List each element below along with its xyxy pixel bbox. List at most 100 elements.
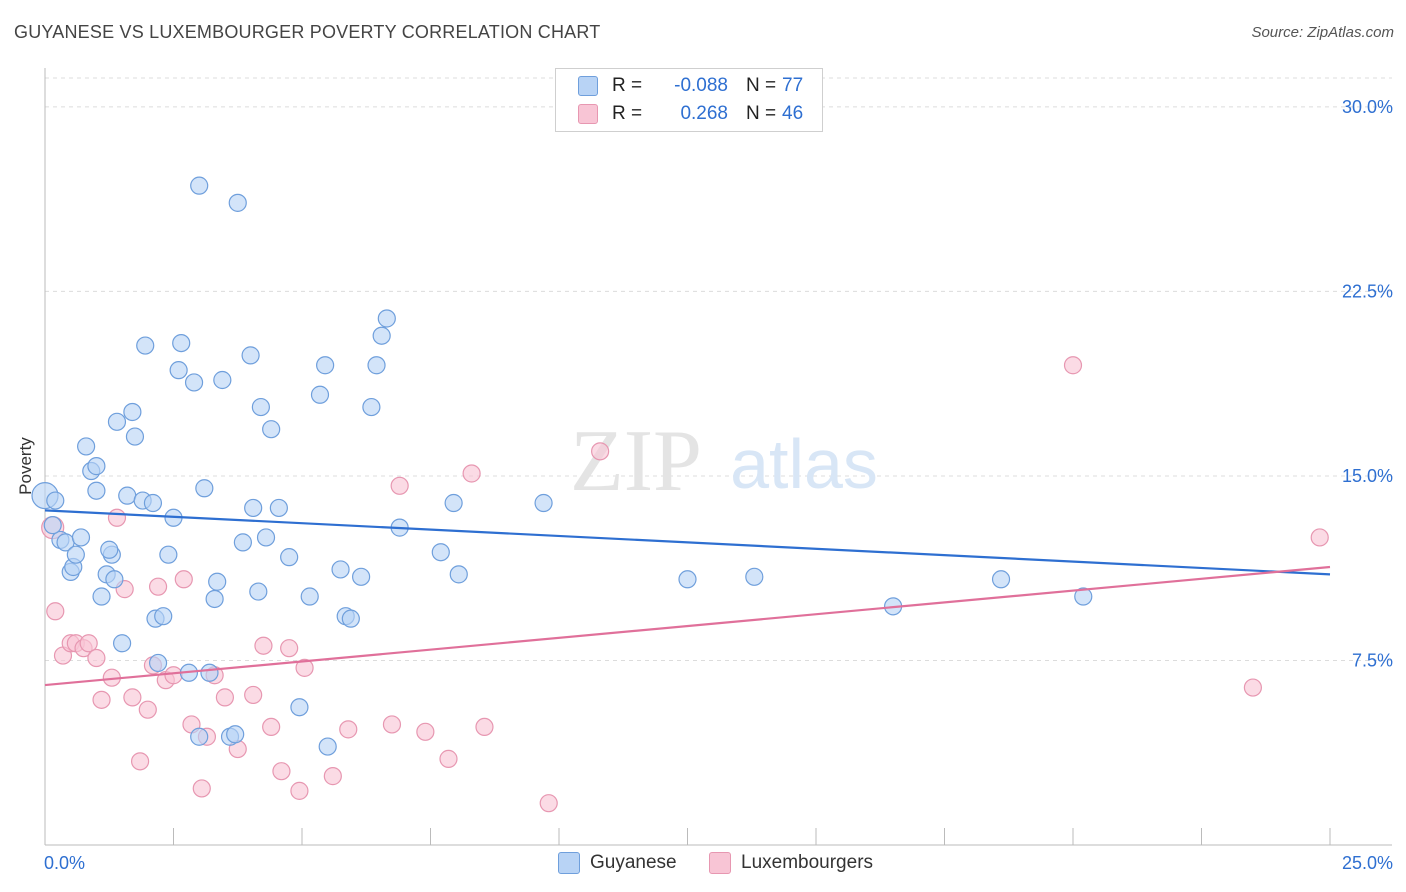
bottom-legend-swatch-blue — [558, 852, 580, 874]
bottom-legend-label: Guyanese — [590, 852, 677, 873]
luxembourgers-point — [591, 442, 610, 461]
y-tick-label: 22.5% — [1342, 281, 1393, 301]
x-tick-label: 0.0% — [44, 853, 85, 873]
bottom-legend-guyanese: Guyanese — [558, 852, 677, 874]
guyanese-point — [213, 370, 232, 390]
legend-r-label: R = — [612, 103, 643, 124]
guyanese-point — [208, 572, 227, 591]
luxembourgers-point — [174, 570, 193, 589]
tick-labels: 7.5% 15.0% 22.5% 30.0% 0.0% 25.0% — [44, 97, 1393, 873]
guyanese-point — [233, 533, 252, 552]
guyanese-point — [256, 528, 276, 547]
guyanese-point — [341, 609, 360, 628]
legend-n-value: 77 — [782, 75, 804, 96]
guyanese-point — [112, 634, 132, 653]
guyanese-point — [159, 545, 178, 564]
luxembourgers-point — [192, 779, 211, 798]
watermark: ZIP atlas — [570, 413, 878, 510]
y-tick-label: 15.0% — [1342, 466, 1393, 486]
guyanese-point — [190, 727, 209, 746]
guyanese-point — [77, 437, 96, 456]
chart-title: GUYANESE VS LUXEMBOURGER POVERTY CORRELA… — [14, 22, 601, 42]
guyanese-point — [316, 356, 335, 375]
luxembourgers-point — [280, 639, 299, 658]
luxembourgers-point — [107, 508, 127, 527]
legend: R = -0.088 N = 77 R = 0.268 N = 46 — [555, 68, 823, 132]
luxembourgers-point — [290, 781, 309, 800]
luxembourgers-trend-line — [44, 565, 1331, 687]
legend-swatch-blue — [578, 76, 598, 96]
guyanese-point — [249, 582, 268, 601]
luxembourgers-point — [439, 749, 458, 768]
guyanese-trend-line — [44, 509, 1331, 576]
luxembourgers-point — [254, 636, 273, 655]
guyanese-point — [244, 498, 263, 518]
legend-row-guyanese: R = -0.088 N = 77 — [578, 74, 803, 98]
luxembourgers-point — [215, 688, 234, 707]
guyanese-point — [92, 587, 111, 606]
guyanese-point — [105, 570, 124, 589]
luxembourgers-point — [475, 717, 494, 737]
luxembourgers-point — [262, 717, 281, 737]
luxembourgers-point — [87, 648, 106, 668]
guyanese-point — [154, 607, 173, 626]
guyanese-point — [362, 397, 381, 417]
guyanese-point — [169, 361, 188, 380]
luxembourgers-point — [46, 602, 65, 621]
guyanese-point — [241, 346, 260, 365]
luxembourgers-point — [462, 464, 481, 483]
series-guyanese — [31, 176, 1093, 756]
luxembourgers-point — [130, 752, 150, 771]
guyanese-point — [745, 567, 764, 586]
guyanese-point — [66, 545, 85, 564]
guyanese-point — [205, 589, 224, 609]
legend-row-luxembourgers: R = 0.268 N = 46 — [578, 102, 803, 126]
legend-n-label: N = — [746, 103, 777, 124]
guyanese-point — [331, 560, 350, 579]
x-tick-label: 25.0% — [1342, 853, 1393, 873]
guyanese-point — [377, 309, 396, 328]
luxembourgers-point — [323, 767, 342, 786]
luxembourgers-point — [339, 720, 358, 739]
guyanese-point — [107, 412, 127, 431]
legend-n-value: 46 — [782, 103, 804, 124]
guyanese-point — [190, 176, 209, 195]
guyanese-point — [136, 336, 155, 355]
luxembourgers-point — [295, 658, 314, 677]
trend-lines — [44, 509, 1331, 687]
legend-r-value: 0.268 — [680, 103, 728, 124]
guyanese-point — [290, 698, 309, 717]
guyanese-point — [444, 493, 463, 513]
guyanese-point — [367, 356, 386, 375]
guyanese-point — [280, 548, 299, 567]
axes — [44, 68, 1392, 846]
guyanese-point — [71, 528, 91, 547]
luxembourgers-point — [1310, 528, 1329, 547]
watermark-atlas: atlas — [730, 425, 878, 503]
guyanese-point — [46, 491, 65, 510]
legend-n-label: N = — [746, 75, 777, 96]
guyanese-point — [172, 333, 191, 353]
guyanese-point — [372, 326, 391, 345]
y-tick-label: 30.0% — [1342, 97, 1393, 117]
guyanese-point — [1074, 587, 1093, 606]
guyanese-point — [148, 653, 168, 673]
source-label: Source: ZipAtlas.com — [1251, 24, 1394, 41]
guyanese-point — [310, 385, 330, 404]
guyanese-point — [449, 565, 468, 584]
guyanese-point — [228, 193, 247, 212]
luxembourgers-point — [244, 685, 263, 705]
guyanese-point — [226, 725, 245, 744]
guyanese-point — [200, 663, 219, 682]
guyanese-point — [195, 479, 214, 498]
guyanese-point — [534, 493, 553, 513]
guyanese-point — [678, 570, 697, 589]
luxembourgers-point — [272, 762, 291, 781]
guyanese-point — [143, 493, 163, 513]
watermark-zip: ZIP — [570, 413, 702, 510]
guyanese-point — [125, 427, 145, 446]
guyanese-point — [87, 481, 106, 500]
legend-swatch-pink — [578, 104, 598, 124]
bottom-legend-luxembourgers: Luxembourgers — [709, 852, 873, 874]
